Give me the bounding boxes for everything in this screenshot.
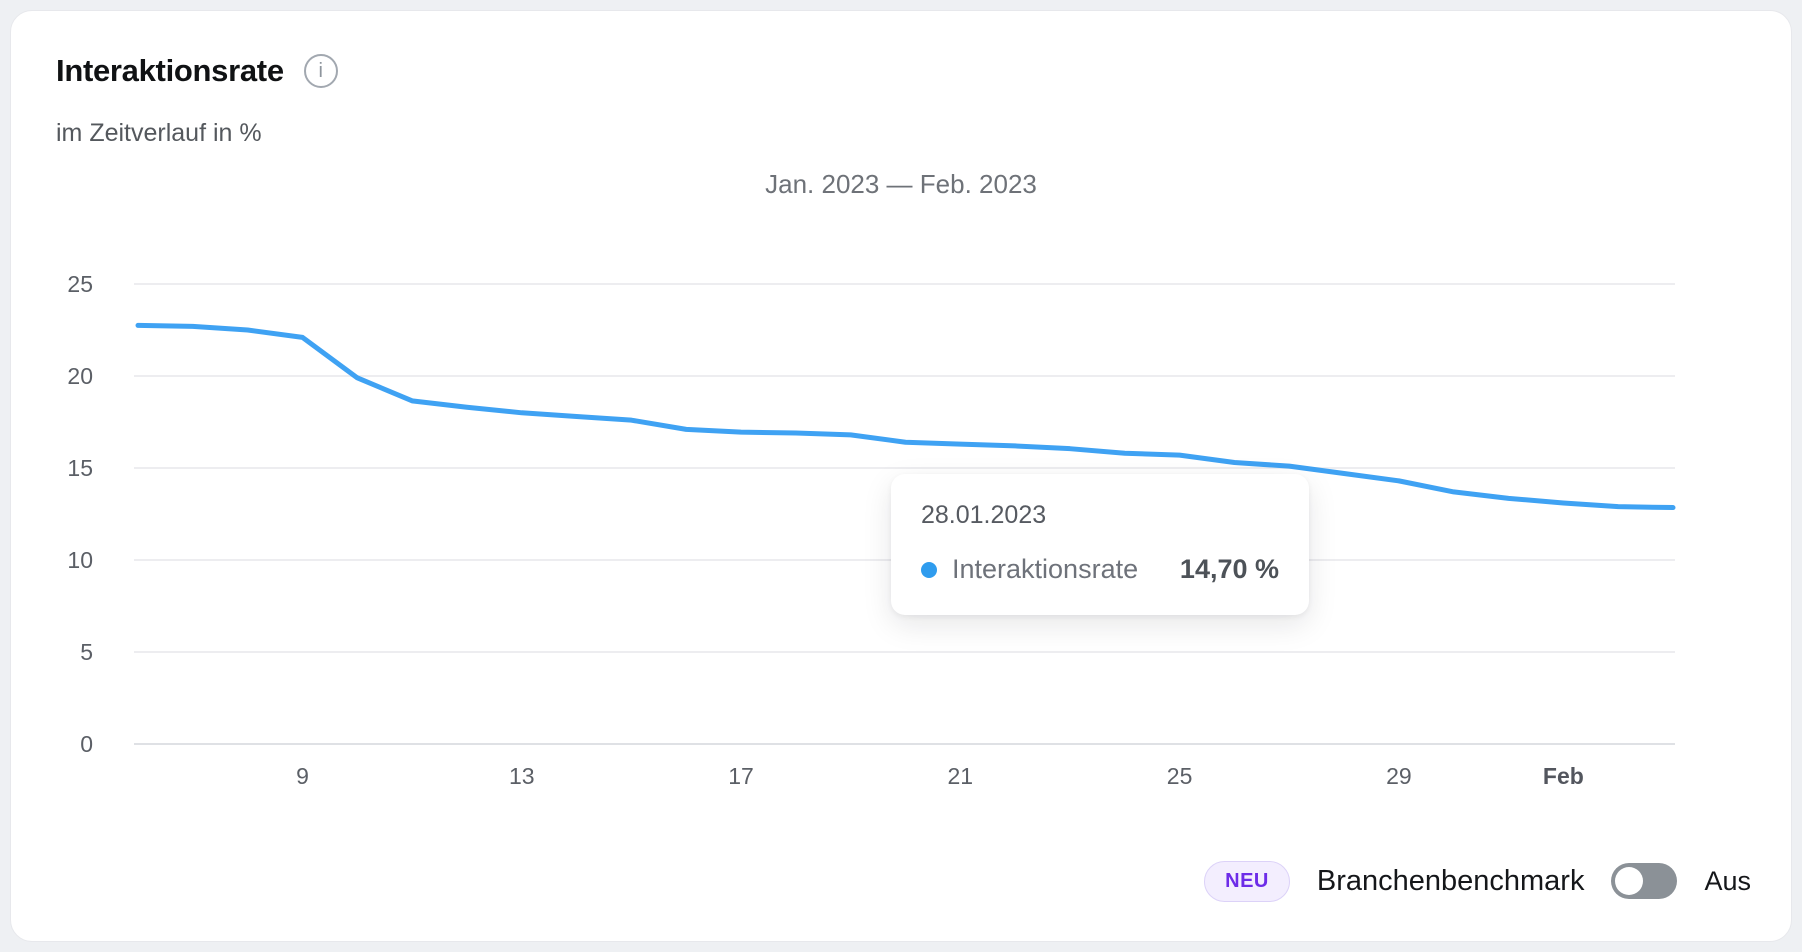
x-axis-tick-label: 17 <box>728 763 754 789</box>
x-axis-tick-label: 13 <box>509 763 535 789</box>
benchmark-label: Branchenbenchmark <box>1316 864 1585 897</box>
series-dot-icon <box>921 561 937 578</box>
tooltip-series-row: Interaktionsrate 14,70 % <box>921 554 1279 585</box>
card-subtitle: im Zeitverlauf in % <box>56 119 262 147</box>
x-axis-tick-label: 9 <box>296 763 309 789</box>
y-axis-tick-label: 10 <box>67 547 93 573</box>
tooltip-date: 28.01.2023 <box>921 501 1047 529</box>
benchmark-footer: NEU Branchenbenchmark Aus <box>1204 856 1751 906</box>
card-header: Interaktionsrate i <box>56 53 338 89</box>
y-axis-tick-label: 0 <box>80 731 93 757</box>
y-axis-tick-label: 5 <box>80 639 93 665</box>
x-axis-tick-label: 25 <box>1167 763 1193 789</box>
tooltip-series-label: Interaktionsrate <box>952 554 1139 584</box>
x-axis-tick-label: 29 <box>1386 763 1412 789</box>
benchmark-toggle[interactable] <box>1611 863 1678 899</box>
neu-badge: NEU <box>1204 860 1290 902</box>
chart-date-range-title: Jan. 2023 — Feb. 2023 <box>765 169 1037 199</box>
info-icon[interactable]: i <box>303 54 338 88</box>
chart-tooltip: 28.01.2023 Interaktionsrate 14,70 % <box>891 474 1309 615</box>
tooltip-series-value: 14,70 % <box>1179 554 1279 584</box>
interaction-rate-series-line <box>135 322 1676 511</box>
toggle-knob <box>1615 867 1644 895</box>
page-title: Interaktionsrate <box>56 53 284 88</box>
y-axis-tick-label: 15 <box>67 455 93 481</box>
toggle-state-label: Aus <box>1704 865 1751 896</box>
y-axis-tick-label: 20 <box>67 363 93 389</box>
interaction-rate-card: Interaktionsrate i im Zeitverlauf in % J… <box>10 10 1792 942</box>
x-axis-tick-label: Feb <box>1543 763 1584 789</box>
y-axis-tick-label: 25 <box>67 271 93 297</box>
x-axis-tick-label: 21 <box>948 763 974 789</box>
